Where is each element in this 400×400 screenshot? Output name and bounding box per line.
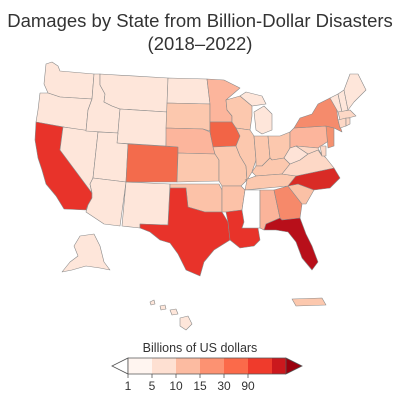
state-MI [253,105,273,135]
colorbar-segment [176,358,200,374]
state-NM [121,181,171,229]
colorbar-segment [128,358,152,374]
legend-title: Billions of US dollars [142,341,258,355]
state-MD [295,145,323,157]
map-title-line2: (2018–2022) [147,33,253,54]
colorbar-segment [248,358,272,374]
legend-tick-label: 1 [125,379,132,393]
state-KS [176,152,220,183]
state-FL [263,217,319,271]
legend-tick-label: 15 [193,379,207,393]
colorbar-segment [200,358,224,374]
state-PR [291,297,327,307]
state-TX [139,187,231,277]
state-NJ [325,125,335,149]
state-ME [343,73,367,111]
state-RI [345,117,351,127]
colorbar-segment [224,358,248,374]
colorbar-segment [272,358,286,374]
state-MI-UP [239,91,267,107]
state-AZ [85,177,127,227]
legend-tick-label: 10 [169,379,183,393]
state-WA [43,61,95,100]
state-PA [289,125,331,149]
state-WY [116,108,168,147]
state-CO [125,143,179,183]
state-AR [221,185,246,213]
state-SD [165,102,211,132]
state-ND [166,77,211,105]
colorbar-right-extension [285,357,303,375]
map-title-line1: Damages by State from Billion-Dollar Dis… [7,10,393,31]
legend-colorbar: 1 5 10 15 30 90 [111,357,303,393]
legend-tick-label: 90 [241,379,255,393]
state-HI [149,299,193,331]
colorbar-left-extension [111,357,129,375]
state-AK [61,233,111,273]
state-DE [319,145,327,157]
state-MA [337,109,357,121]
legend-tick-label: 5 [149,379,156,393]
state-MS [241,189,261,229]
legend-tick-label: 30 [217,379,231,393]
colorbar-segment [152,358,176,374]
